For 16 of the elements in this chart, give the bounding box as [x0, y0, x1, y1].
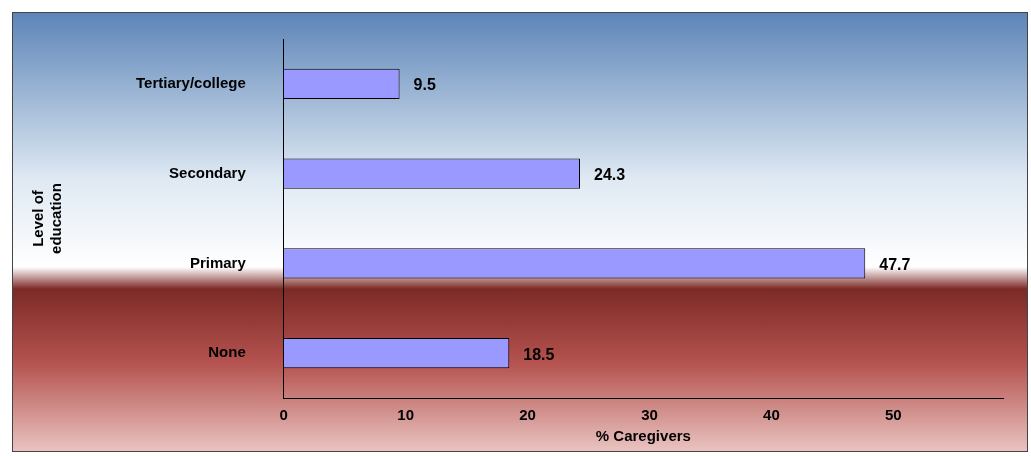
- data-label: 47.7: [879, 255, 911, 273]
- y-tick-label: Primary: [189, 253, 247, 271]
- data-label: 18.5: [523, 345, 555, 363]
- data-label: 9.5: [413, 76, 436, 94]
- y-tick-label: None: [208, 343, 246, 361]
- y-axis-title: Level of education: [29, 183, 65, 254]
- x-tick-label: 10: [397, 406, 415, 424]
- x-tick-label: 50: [884, 406, 902, 424]
- y-tick-label: Tertiary/college: [135, 74, 246, 92]
- x-tick-label: 0: [279, 406, 288, 424]
- x-tick-label: 40: [763, 406, 780, 424]
- y-tick-label: Secondary: [169, 163, 247, 181]
- x-tick-label: 20: [519, 406, 536, 424]
- data-label: 24.3: [593, 166, 626, 184]
- x-tick-label: 30: [641, 406, 658, 424]
- x-axis-title: % Caregivers: [595, 427, 691, 445]
